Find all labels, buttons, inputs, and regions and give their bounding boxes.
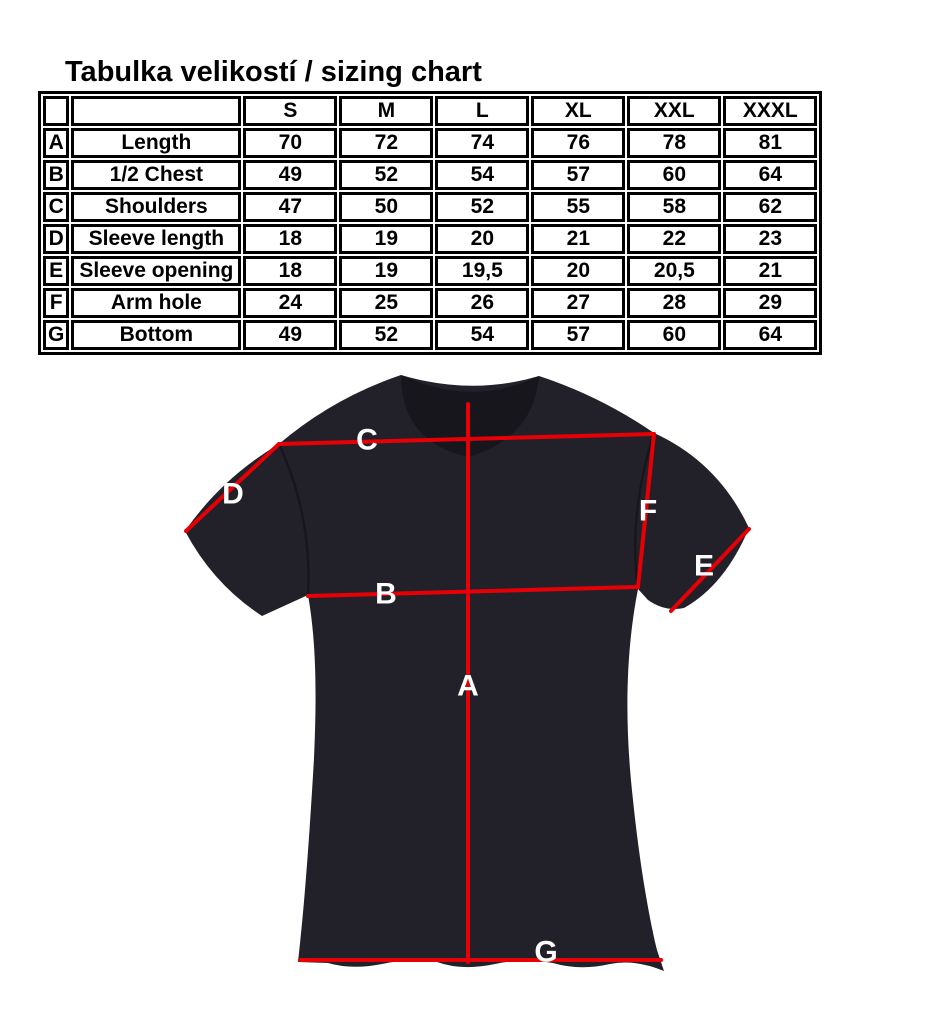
cell: 26 (435, 288, 530, 318)
measure-line-e (669, 527, 751, 613)
cell: 64 (723, 320, 818, 350)
row-key: C (43, 192, 70, 222)
header-size-l: L (435, 96, 530, 126)
measure-line-f (636, 432, 656, 589)
page-title: Tabulka velikostí / sizing chart (65, 56, 482, 88)
measure-label-a: A (457, 670, 479, 703)
header-size-xxl: XXL (627, 96, 722, 126)
header-size-xxxl: XXXL (723, 96, 818, 126)
row-key: E (43, 256, 70, 286)
measure-line-d (184, 442, 281, 533)
cell: 29 (723, 288, 818, 318)
table-row-f: F Arm hole 24 25 26 27 28 29 (43, 288, 818, 318)
measure-label-g: G (534, 936, 557, 969)
cell: 70 (243, 128, 338, 158)
measure-label-b: B (375, 578, 397, 611)
cell: 23 (723, 224, 818, 254)
measure-label-f: F (639, 495, 657, 528)
cell: 20 (531, 256, 626, 286)
measure-label-d: D (222, 478, 244, 511)
cell: 50 (339, 192, 434, 222)
armhole-seam-left (277, 443, 310, 596)
cell: 54 (435, 320, 530, 350)
cell: 52 (339, 320, 434, 350)
table-row-b: B 1/2 Chest 49 52 54 57 60 64 (43, 160, 818, 190)
cell: 62 (723, 192, 818, 222)
row-key: D (43, 224, 70, 254)
cell: 78 (627, 128, 722, 158)
cell: 25 (339, 288, 434, 318)
row-label: Length (71, 128, 242, 158)
table-header-row: S M L XL XXL XXXL (43, 96, 818, 126)
cell: 57 (531, 160, 626, 190)
cell: 55 (531, 192, 626, 222)
cell: 54 (435, 160, 530, 190)
cell: 27 (531, 288, 626, 318)
cell: 19,5 (435, 256, 530, 286)
header-size-xl: XL (531, 96, 626, 126)
cell: 81 (723, 128, 818, 158)
armhole-seam-right (634, 432, 656, 590)
row-label: Bottom (71, 320, 242, 350)
cell: 49 (243, 320, 338, 350)
table-row-d: D Sleeve length 18 19 20 21 22 23 (43, 224, 818, 254)
cell: 28 (627, 288, 722, 318)
cell: 76 (531, 128, 626, 158)
row-label: 1/2 Chest (71, 160, 242, 190)
cell: 22 (627, 224, 722, 254)
cell: 20 (435, 224, 530, 254)
cell: 21 (723, 256, 818, 286)
sizing-table: S M L XL XXL XXXL A Length 70 72 74 76 7… (38, 91, 823, 355)
cell: 49 (243, 160, 338, 190)
cell: 57 (531, 320, 626, 350)
measure-label-e: E (694, 550, 714, 583)
header-size-s: S (243, 96, 338, 126)
cell: 52 (339, 160, 434, 190)
cell: 24 (243, 288, 338, 318)
row-key: F (43, 288, 70, 318)
header-size-m: M (339, 96, 434, 126)
row-label: Sleeve length (71, 224, 242, 254)
cell: 18 (243, 256, 338, 286)
cell: 58 (627, 192, 722, 222)
row-label: Arm hole (71, 288, 242, 318)
row-key: B (43, 160, 70, 190)
cell: 72 (339, 128, 434, 158)
cell: 60 (627, 160, 722, 190)
header-measure (71, 96, 242, 126)
table-row-g: G Bottom 49 52 54 57 60 64 (43, 320, 818, 350)
table-row-e: E Sleeve opening 18 19 19,5 20 20,5 21 (43, 256, 818, 286)
table-row-a: A Length 70 72 74 76 78 81 (43, 128, 818, 158)
measure-label-c: C (356, 424, 378, 457)
cell: 60 (627, 320, 722, 350)
row-key: A (43, 128, 70, 158)
cell: 19 (339, 256, 434, 286)
cell: 20,5 (627, 256, 722, 286)
cell: 21 (531, 224, 626, 254)
cell: 19 (339, 224, 434, 254)
cell: 18 (243, 224, 338, 254)
cell: 64 (723, 160, 818, 190)
cell: 74 (435, 128, 530, 158)
row-key: G (43, 320, 70, 350)
measure-line-b (306, 585, 640, 598)
row-label: Shoulders (71, 192, 242, 222)
cell: 52 (435, 192, 530, 222)
row-label: Sleeve opening (71, 256, 242, 286)
cell: 47 (243, 192, 338, 222)
table-row-c: C Shoulders 47 50 52 55 58 62 (43, 192, 818, 222)
header-corner (43, 96, 70, 126)
